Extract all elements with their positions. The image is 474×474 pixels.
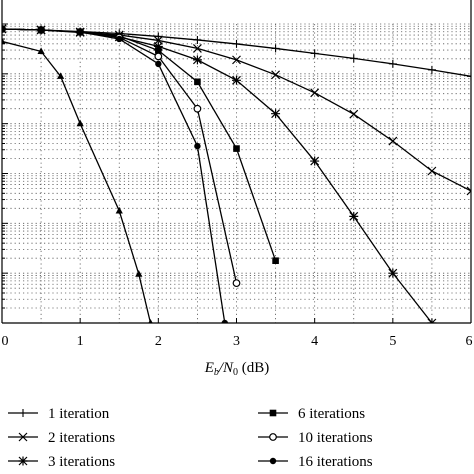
grid xyxy=(1,23,472,324)
marker-asterisk xyxy=(192,55,202,65)
marker-plus xyxy=(349,54,358,63)
marker-x xyxy=(466,186,471,196)
marker-x xyxy=(388,136,398,146)
legend-item: 10 iterations xyxy=(258,430,373,446)
marker-asterisk xyxy=(310,156,320,166)
x-axis-title-e: E xyxy=(204,360,214,376)
marker-circle-open xyxy=(154,52,163,61)
marker-circle-filled xyxy=(155,60,162,68)
series-line xyxy=(2,28,471,77)
marker-x xyxy=(427,166,437,176)
marker-circle-filled xyxy=(221,319,228,323)
marker-square xyxy=(269,409,277,417)
marker-square xyxy=(155,47,162,54)
marker-x xyxy=(232,55,241,65)
marker-asterisk xyxy=(349,211,359,221)
marker-triangle xyxy=(115,206,123,214)
legend-label: 6 iterations xyxy=(298,406,365,422)
marker-triangle xyxy=(135,270,143,277)
marker-square xyxy=(233,145,240,152)
marker-asterisk xyxy=(153,41,163,51)
series-line xyxy=(2,40,152,323)
marker-plus xyxy=(467,72,471,81)
marker-asterisk xyxy=(232,75,241,85)
marker-asterisk xyxy=(18,456,28,466)
legend: 1 iteration 2 iterations 3 iterations 6 ite… xyxy=(8,406,373,470)
series-4 xyxy=(2,25,279,265)
legend-item: 1 iteration xyxy=(8,406,110,422)
x-tick-label: 5 xyxy=(389,334,396,349)
marker-plus xyxy=(310,49,319,58)
series-6 xyxy=(2,25,228,323)
marker-asterisk xyxy=(271,109,281,119)
series-7 xyxy=(2,37,153,323)
x-tick-label: 4 xyxy=(311,334,318,349)
series-line xyxy=(2,28,471,192)
x-axis-title: Eb/N0 (dB) xyxy=(204,360,270,378)
marker-circle-filled xyxy=(194,142,201,150)
marker-asterisk xyxy=(427,318,437,323)
axes xyxy=(1,0,472,324)
marker-plus xyxy=(19,409,27,417)
marker-square xyxy=(272,257,279,265)
marker-circle-filled xyxy=(76,28,84,36)
x-tick-label: 6 xyxy=(466,334,473,349)
marker-plus xyxy=(193,35,202,44)
legend-item: 2 iterations xyxy=(8,430,115,446)
x-tick-label: 3 xyxy=(233,334,240,349)
marker-triangle xyxy=(148,319,153,323)
marker-circle-filled xyxy=(2,25,6,33)
marker-circle-open xyxy=(193,104,202,113)
marker-square xyxy=(194,78,201,86)
x-tick-label: 2 xyxy=(155,334,162,349)
x-axis-title-sub-0: 0 xyxy=(233,367,238,378)
x-axis-title-unit: (dB) xyxy=(238,360,269,376)
series-2 xyxy=(2,24,471,196)
series-1 xyxy=(2,24,471,81)
legend-label: 3 iterations xyxy=(48,454,115,470)
marker-x xyxy=(310,88,320,98)
marker-circle-filled xyxy=(116,35,123,43)
marker-circle-filled xyxy=(37,26,45,34)
legend-item: 16 iterations xyxy=(258,454,373,470)
legend-item: 3 iterations xyxy=(8,454,115,470)
marker-plus xyxy=(154,32,163,41)
x-axis-title-sub-b: b xyxy=(214,367,219,378)
x-tick-label: 1 xyxy=(77,334,84,349)
series-line xyxy=(2,28,277,261)
legend-label: 2 iterations xyxy=(48,430,115,446)
marker-x xyxy=(271,70,281,80)
legend-label: 1 iteration xyxy=(48,406,110,422)
legend-label: 16 iterations xyxy=(298,454,373,470)
marker-plus xyxy=(427,65,436,74)
marker-plus xyxy=(271,44,280,53)
marker-circle-open xyxy=(269,433,277,441)
marker-circle-open xyxy=(232,279,241,288)
marker-triangle xyxy=(2,37,6,45)
marker-x xyxy=(349,109,359,119)
marker-circle-filled xyxy=(269,457,277,465)
marker-triangle xyxy=(57,72,65,79)
x-tick-labels: 0 1 2 3 4 5 6 xyxy=(2,334,473,349)
marker-x xyxy=(192,43,202,53)
marker-plus xyxy=(232,39,241,48)
marker-triangle xyxy=(76,119,84,127)
marker-plus xyxy=(388,59,397,68)
x-axis-title-n: /N xyxy=(218,360,234,376)
legend-label: 10 iterations xyxy=(298,430,373,446)
legend-item: 6 iterations xyxy=(258,406,365,422)
series-layer xyxy=(2,24,471,323)
marker-triangle xyxy=(37,47,45,55)
marker-x xyxy=(18,432,28,442)
marker-asterisk xyxy=(388,268,398,278)
x-tick-label: 0 xyxy=(2,334,9,349)
series-5 xyxy=(2,25,241,288)
